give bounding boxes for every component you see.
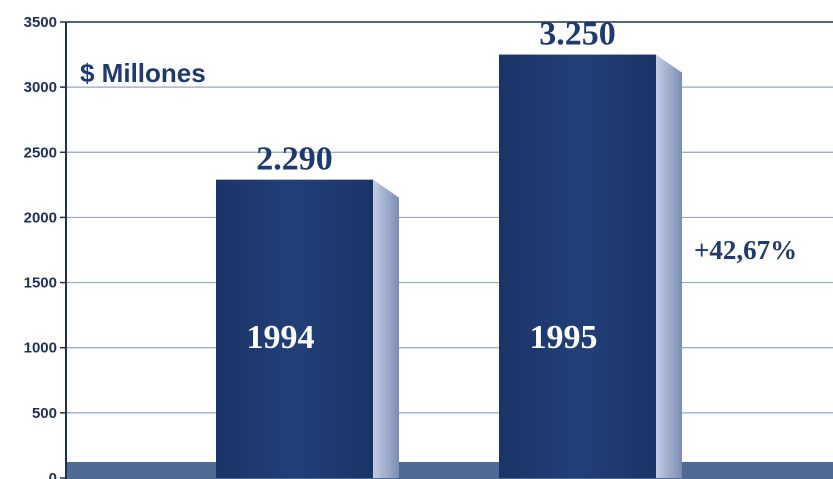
y-tick-label: 1500: [24, 275, 57, 292]
bar-side: [656, 54, 682, 478]
y-tick-label: 1000: [24, 340, 57, 357]
y-tick-label: 500: [32, 405, 57, 422]
bar-category-label: 1995: [530, 319, 598, 356]
y-tick-label: 3500: [24, 14, 57, 31]
y-tick-label: 2000: [24, 209, 57, 226]
bar: [216, 179, 373, 478]
bars: 2.290 1994 3.250 1995: [216, 16, 682, 478]
y-tick-label: 3000: [24, 79, 57, 96]
bar-side: [373, 179, 399, 478]
bar-value-label: 3.250: [539, 16, 616, 53]
y-axis-ticks: 0 500 1000 1500 2000 2500 3000 3500: [24, 14, 66, 479]
gridlines: [66, 86, 833, 414]
bar: [499, 54, 656, 478]
growth-annotation: +42,67%: [694, 235, 797, 265]
bar-category-label: 1994: [247, 319, 315, 356]
chart-floor: [66, 462, 833, 479]
bar-value-label: 2.290: [256, 141, 333, 178]
y-tick-label: 2500: [24, 144, 57, 161]
unit-label: $ Millones: [80, 58, 206, 88]
y-tick-label: 0: [49, 470, 57, 479]
